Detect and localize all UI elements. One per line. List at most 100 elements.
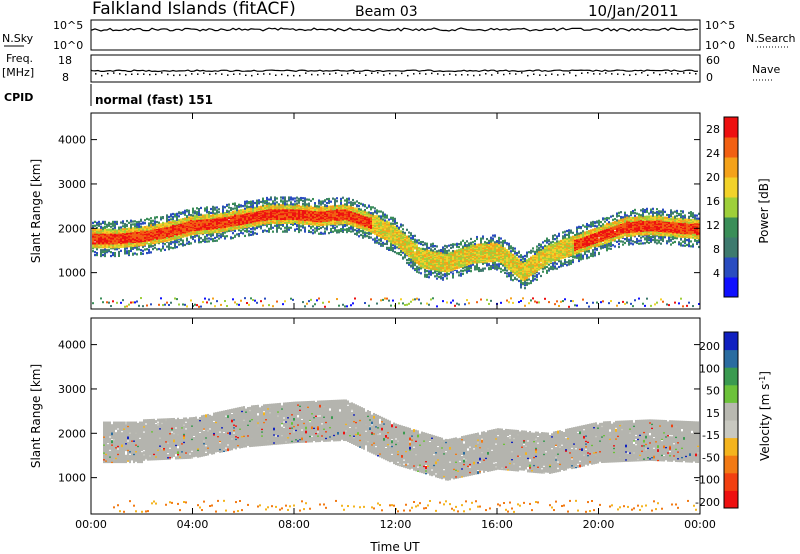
power-cell — [262, 206, 264, 209]
power-cell — [342, 214, 344, 217]
power-cell — [150, 217, 152, 220]
power-cell — [392, 216, 394, 219]
power-cell — [174, 231, 176, 235]
power-cell — [236, 233, 238, 236]
power-cell — [310, 298, 312, 301]
power-cell — [238, 222, 240, 225]
power-cell — [226, 305, 228, 308]
power-cell — [206, 220, 208, 224]
nave-dot — [233, 73, 235, 75]
power-cell — [236, 303, 238, 306]
power-cell — [420, 242, 422, 246]
nave-dot — [383, 74, 385, 76]
nave-dot — [503, 73, 505, 76]
power-cell — [360, 233, 362, 237]
power-cell — [442, 276, 444, 279]
power-cell — [288, 204, 290, 207]
power-cell — [304, 201, 306, 204]
power-cell — [172, 219, 174, 222]
power-cell — [434, 252, 436, 255]
power-cell — [372, 212, 374, 215]
power-cell — [474, 265, 476, 268]
nave-dot — [317, 74, 319, 76]
power-cell — [244, 297, 246, 300]
power-cell — [224, 231, 226, 234]
nsky-trace — [91, 27, 699, 32]
power-cell — [190, 214, 192, 217]
power-cell — [276, 300, 278, 303]
power-cell — [100, 297, 102, 300]
power-cell — [458, 245, 460, 249]
power-cell — [108, 249, 110, 252]
power-cell — [178, 235, 180, 238]
power-cell — [286, 230, 288, 233]
power-cell — [220, 212, 222, 215]
power-cell — [270, 196, 272, 199]
power-cell — [454, 259, 456, 262]
power-cell — [400, 253, 402, 256]
power-cell — [196, 207, 198, 210]
power-cell — [208, 213, 210, 217]
nave-dot — [431, 72, 433, 75]
power-cell — [370, 208, 372, 211]
power-cell — [270, 203, 272, 206]
power-cell — [250, 221, 252, 224]
nave-dot — [149, 73, 151, 76]
power-cell — [388, 218, 390, 221]
power-cell — [160, 297, 162, 300]
nave-dot — [635, 73, 637, 76]
power-cell — [114, 226, 116, 229]
power-cell — [376, 215, 378, 218]
power-cell — [224, 212, 226, 215]
power-cell — [210, 235, 212, 238]
power-cell — [234, 229, 236, 232]
power-cell — [322, 206, 324, 209]
power-cell — [474, 242, 476, 246]
power-cell — [384, 216, 386, 219]
power-cell — [328, 205, 330, 208]
power-cell — [278, 223, 280, 226]
power-cell — [106, 228, 108, 231]
power-cell — [324, 204, 326, 207]
power-cell — [302, 204, 304, 208]
nave-dot — [341, 74, 343, 76]
power-cell — [114, 224, 116, 227]
power-cell — [96, 234, 98, 237]
power-cell — [126, 247, 128, 250]
power-cell — [304, 215, 306, 219]
power-cell — [368, 225, 370, 229]
power-cell — [224, 206, 226, 209]
power-cell — [346, 228, 348, 231]
power-cell — [276, 201, 278, 204]
nave-dot — [461, 74, 463, 76]
power-cell — [260, 227, 262, 230]
power-cell — [420, 267, 422, 270]
power-cell — [208, 240, 210, 243]
nsky-frame — [90, 19, 701, 51]
power-cell — [344, 199, 346, 202]
power-cell — [180, 238, 182, 241]
power-cell — [368, 232, 370, 236]
power-cell — [300, 198, 302, 202]
power-cell — [154, 216, 156, 219]
power-cell — [314, 227, 316, 230]
power-cell — [384, 242, 386, 245]
power-cell — [156, 223, 158, 227]
power-cell — [324, 199, 326, 202]
power-cell — [402, 247, 404, 250]
power-cell — [162, 245, 164, 248]
power-cell — [170, 246, 172, 249]
power-cell — [112, 224, 114, 227]
power-cell — [206, 240, 208, 243]
power-cell — [208, 298, 210, 301]
nave-dot — [359, 72, 361, 74]
power-cell — [294, 222, 296, 225]
power-cell — [250, 230, 252, 234]
power-cell — [198, 241, 200, 244]
power-cell — [346, 197, 348, 201]
power-cell — [300, 205, 302, 208]
power-cell — [108, 223, 110, 226]
power-cell — [138, 248, 140, 251]
power-cell — [210, 219, 212, 222]
